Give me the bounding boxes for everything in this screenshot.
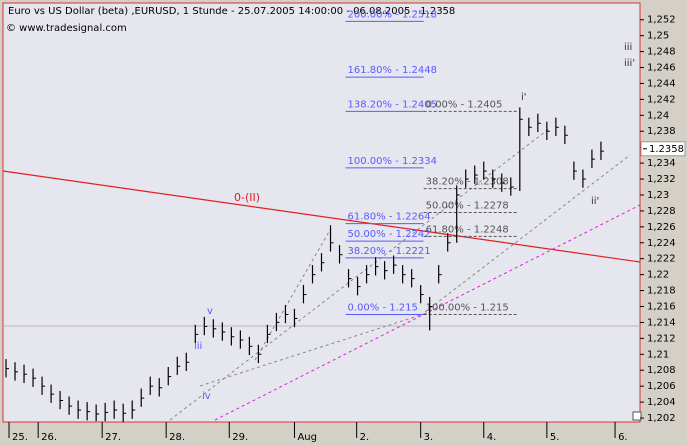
- y-tick-label: 1,252: [647, 15, 676, 26]
- fib-label: 50.00% - 1.2278: [426, 201, 509, 212]
- x-tick-label: 3.: [424, 432, 434, 443]
- x-tick-label: 6.: [618, 432, 628, 443]
- y-tick-label: 1,224: [647, 238, 676, 249]
- y-tick-label: 1,244: [647, 78, 676, 89]
- y-tick-label: 1,204: [647, 397, 676, 408]
- y-tick-label: 1,228: [647, 206, 676, 217]
- resize-icon: [632, 411, 642, 421]
- y-tick-label: 1,218: [647, 286, 676, 297]
- annotation: ii': [591, 196, 599, 207]
- y-tick-label: 1,246: [647, 63, 676, 74]
- x-tick-label: 28.: [169, 432, 185, 443]
- trend-line: [199, 311, 431, 387]
- x-tick-label: 25.: [12, 432, 28, 443]
- fib-label: 38.20% - 1.2221: [348, 246, 431, 257]
- fib-label: 161.80% - 1.2448: [348, 65, 437, 76]
- fib-label: 200.00% - 1.2518: [348, 9, 437, 20]
- y-tick-label: 1,206: [647, 381, 676, 392]
- trend-line: [169, 127, 551, 421]
- annotation: 0-(II): [234, 191, 260, 204]
- y-tick-label: 1,234: [647, 158, 676, 169]
- y-tick-label: 1,25: [647, 31, 669, 42]
- plot-area: [2, 2, 641, 423]
- fib-label: 61.80% - 1.2264: [348, 212, 431, 223]
- last-price-label: 1.2358: [649, 144, 684, 155]
- y-tick-label: 1,238: [647, 126, 676, 137]
- y-tick-label: 1,202: [647, 413, 676, 424]
- y-tick-label: 1,242: [647, 94, 676, 105]
- last-price-box: [640, 141, 686, 157]
- fib-label: 100.00% - 1.2334: [348, 156, 437, 167]
- fib-label: 138.20% - 1.2405: [348, 99, 437, 110]
- annotation: v: [207, 306, 213, 317]
- annotation: iv: [202, 391, 211, 402]
- y-tick-label: 1,222: [647, 254, 676, 265]
- annotation: iii: [194, 341, 202, 352]
- trend-line: [214, 204, 641, 421]
- y-tick-label: 1,212: [647, 333, 676, 344]
- y-tick-label: 1,23: [647, 190, 669, 201]
- x-tick-label: 29.: [232, 432, 248, 443]
- y-tick-label: 1,232: [647, 174, 676, 185]
- y-tick-label: 1,226: [647, 222, 676, 233]
- x-tick-label: 4.: [487, 432, 497, 443]
- y-tick-label: 1,21: [647, 349, 669, 360]
- annotation: iii: [624, 42, 632, 53]
- y-tick-label: 1,208: [647, 365, 676, 376]
- fib-label: 100.00% - 1.215: [426, 302, 509, 313]
- fib-label: 50.00% - 1.2242: [348, 229, 431, 240]
- trend-line: [2, 170, 641, 263]
- chart-subtitle: © www.tradesignal.com: [6, 23, 127, 34]
- x-tick-label: 27.: [105, 432, 121, 443]
- y-tick-label: 1,24: [647, 110, 669, 121]
- annotation: iii': [624, 58, 635, 69]
- fib-label: 61.80% - 1.2248: [426, 224, 509, 235]
- y-tick-label: 1,248: [647, 47, 676, 58]
- fib-label: 38.20% - 1.2308: [426, 177, 509, 188]
- x-tick-label: Aug: [297, 432, 317, 443]
- y-tick-label: 1,216: [647, 301, 676, 312]
- x-tick-label: 26.: [41, 432, 57, 443]
- y-tick-label: 1,214: [647, 317, 676, 328]
- fib-label: 0.00% - 1.2405: [426, 99, 503, 110]
- annotation: i': [521, 92, 527, 103]
- chart-title: Euro vs US Dollar (beta) ,EURUSD, 1 Stun…: [8, 6, 455, 17]
- x-tick-label: 5.: [550, 432, 560, 443]
- y-tick-label: 1,22: [647, 270, 669, 281]
- fib-label: 0.00% - 1.215: [348, 302, 418, 313]
- x-tick-label: 2.: [360, 432, 370, 443]
- trend-line: [424, 154, 631, 313]
